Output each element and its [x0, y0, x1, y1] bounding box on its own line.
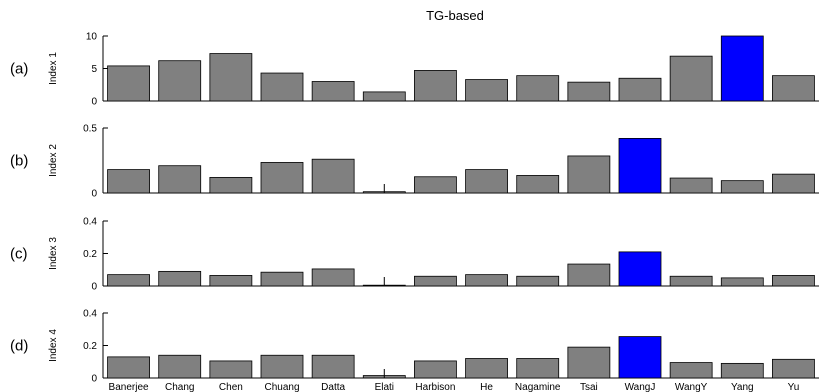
- panels-group: (a) Index 1 0 5 10 (b) Index 2 0 0.5 (c) Index 3 0 0…: [10, 32, 819, 385]
- bar-chuang: [260, 354, 304, 379]
- chart-title: TG-based: [426, 8, 484, 23]
- category-label: Yu: [788, 382, 800, 392]
- panel-label: (d): [10, 338, 28, 355]
- panel-4: (d) Index 4 0 0.2 0.4: [10, 309, 819, 385]
- panel-2: (b) Index 2 0 0.5: [10, 124, 819, 200]
- bar-tsai: [567, 81, 611, 102]
- bar-chen: [209, 360, 253, 379]
- bar-nagamine: [516, 358, 560, 379]
- y-tick-label: 10: [86, 32, 98, 43]
- category-label: Banerjee: [109, 382, 149, 392]
- bar-banerjee: [107, 65, 150, 102]
- bar-harbison: [414, 360, 457, 379]
- bar-chang: [158, 165, 202, 194]
- bar-tsai: [567, 263, 611, 287]
- bar-yu: [772, 75, 815, 102]
- bar-chen: [209, 53, 253, 102]
- bar-he: [465, 169, 508, 194]
- y-axis-label: Index 3: [48, 237, 59, 270]
- bar-wangj: [618, 137, 662, 194]
- bar-chang: [158, 354, 202, 379]
- y-tick-label: 0: [91, 282, 97, 293]
- bar-harbison: [414, 275, 457, 287]
- bar-yang: [720, 362, 764, 379]
- bar-he: [465, 79, 508, 102]
- bar-wangy: [669, 55, 713, 102]
- y-axis-label: Index 2: [48, 144, 59, 177]
- bar-tsai: [567, 346, 611, 379]
- category-label: He: [480, 382, 493, 392]
- bar-he: [465, 274, 508, 287]
- y-axis-label: Index 4: [48, 329, 59, 362]
- bar-chen: [209, 176, 253, 194]
- panel-label: (b): [10, 153, 28, 170]
- bar-datta: [311, 81, 355, 102]
- bar-yu: [772, 358, 815, 379]
- bar-yang: [720, 35, 764, 102]
- bar-chuang: [260, 162, 304, 194]
- bar-wangj: [618, 77, 662, 102]
- category-label: Elati: [375, 382, 394, 392]
- category-label: Chen: [219, 382, 243, 392]
- panel-1: (a) Index 1 0 5 10: [10, 32, 819, 108]
- bar-chen: [209, 275, 253, 287]
- bar-wangy: [669, 275, 713, 287]
- category-label: Datta: [321, 382, 345, 392]
- bar-banerjee: [107, 274, 150, 287]
- y-axis-label: Index 1: [48, 52, 59, 85]
- bar-yu: [772, 275, 815, 287]
- bar-datta: [311, 268, 355, 287]
- panel-3: (c) Index 3 0 0.2 0.4: [10, 217, 819, 293]
- bar-chang: [158, 270, 202, 287]
- bar-banerjee: [107, 169, 150, 194]
- bar-wangj: [618, 251, 662, 287]
- bar-yang: [720, 277, 764, 287]
- panel-label: (a): [10, 61, 28, 78]
- y-tick-label: 0.4: [83, 217, 97, 228]
- category-label: Yang: [731, 382, 754, 392]
- bar-datta: [311, 354, 355, 379]
- y-tick-label: 0: [91, 374, 97, 385]
- bar-tsai: [567, 155, 611, 194]
- bar-yu: [772, 173, 815, 194]
- y-tick-label: 0.2: [83, 341, 97, 352]
- y-tick-label: 0.2: [83, 249, 97, 260]
- bar-chuang: [260, 271, 304, 287]
- category-labels: Banerjee Chang Chen Chuang Datta Elati Harbiso…: [109, 382, 800, 392]
- category-label: Nagamine: [515, 382, 561, 392]
- bar-harbison: [414, 176, 457, 194]
- bar-yang: [720, 180, 764, 194]
- category-label: Harbison: [415, 382, 455, 392]
- category-label: Chang: [165, 382, 194, 392]
- y-tick-label: 0.5: [83, 124, 97, 135]
- y-tick-label: 0.4: [83, 309, 97, 320]
- bar-he: [465, 358, 508, 379]
- bar-chang: [158, 60, 202, 102]
- bar-wangy: [669, 362, 713, 379]
- y-tick-label: 0: [91, 97, 97, 108]
- bar-nagamine: [516, 75, 560, 102]
- bar-nagamine: [516, 175, 560, 194]
- y-tick-label: 0: [91, 189, 97, 200]
- bar-wangj: [618, 336, 662, 379]
- bar-elati: [362, 91, 406, 102]
- bar-harbison: [414, 70, 457, 102]
- category-label: Chuang: [264, 382, 299, 392]
- panel-label: (c): [10, 246, 28, 263]
- bar-chuang: [260, 72, 304, 102]
- bar-wangy: [669, 177, 713, 194]
- y-tick-label: 5: [91, 64, 97, 75]
- bar-banerjee: [107, 356, 150, 379]
- category-label: WangJ: [625, 382, 656, 392]
- category-label: Tsai: [580, 382, 598, 392]
- bar-nagamine: [516, 275, 560, 287]
- category-label: WangY: [675, 382, 708, 392]
- bar-datta: [311, 158, 355, 194]
